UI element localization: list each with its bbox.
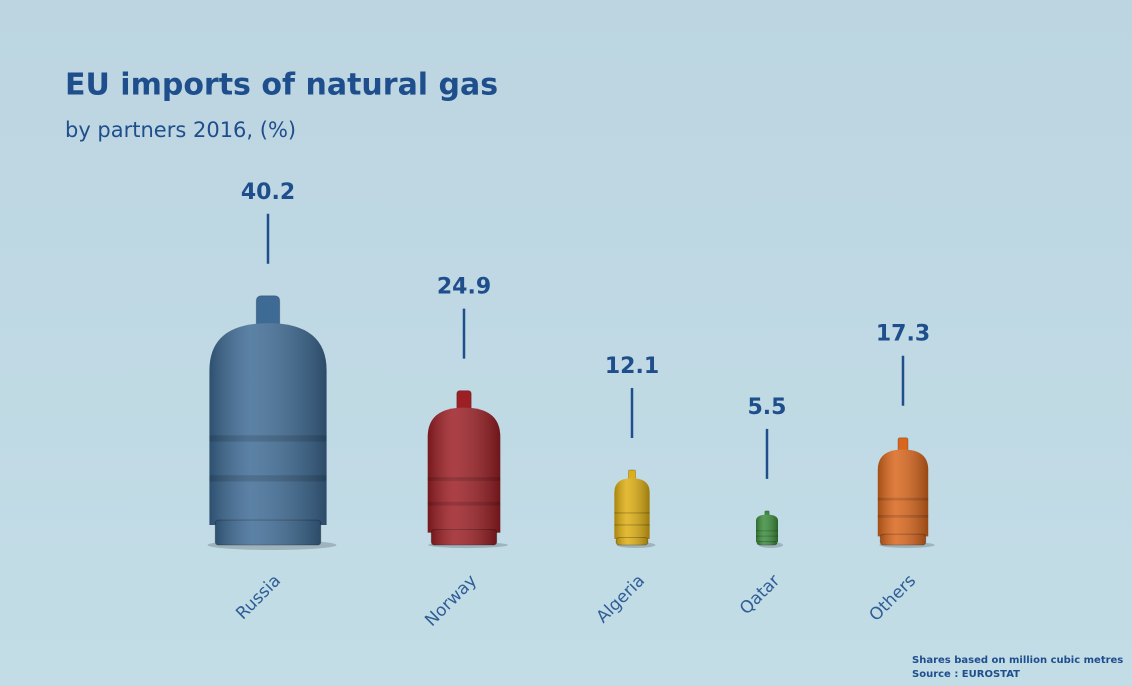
chart-title: EU imports of natural gas [65, 68, 498, 103]
cylinder-band [614, 523, 650, 526]
value-label: 24.9 [437, 275, 491, 300]
cylinder-foot-shade [880, 534, 926, 545]
cylinder-band [427, 477, 501, 481]
value-label: 17.3 [876, 322, 930, 347]
source: Source : EUROSTAT [912, 669, 1020, 680]
cylinder-band [877, 514, 929, 518]
cylinder-foot-shade [616, 537, 648, 545]
gas-cylinder [207, 295, 337, 550]
cylinder-band [614, 511, 650, 514]
cylinder-shading [614, 478, 650, 539]
value-label: 5.5 [748, 395, 787, 420]
cylinder-foot-shade [757, 541, 777, 545]
cylinder-foot-shade [215, 520, 321, 545]
cylinder-foot-shade [431, 529, 497, 545]
cylinder-band [209, 435, 327, 442]
cylinder-shading [877, 449, 929, 537]
value-label: 40.2 [241, 180, 295, 205]
footnote: Shares based on million cubic metres [912, 655, 1123, 666]
cylinder-shading [756, 514, 778, 543]
cylinder-band [877, 497, 929, 501]
gas-cylinder [756, 510, 784, 548]
gas-cylinder [614, 469, 656, 548]
cylinder-band [756, 529, 778, 532]
cylinder-band [756, 535, 778, 537]
chart-subtitle: by partners 2016, (%) [65, 118, 296, 142]
cylinder-shading [209, 323, 327, 526]
cylinder-shading [427, 407, 501, 533]
gas-cylinder [427, 390, 508, 549]
cylinder-band [209, 475, 327, 482]
value-label: 12.1 [605, 354, 659, 379]
cylinder-band [427, 501, 501, 506]
gas-cylinder [877, 437, 935, 548]
